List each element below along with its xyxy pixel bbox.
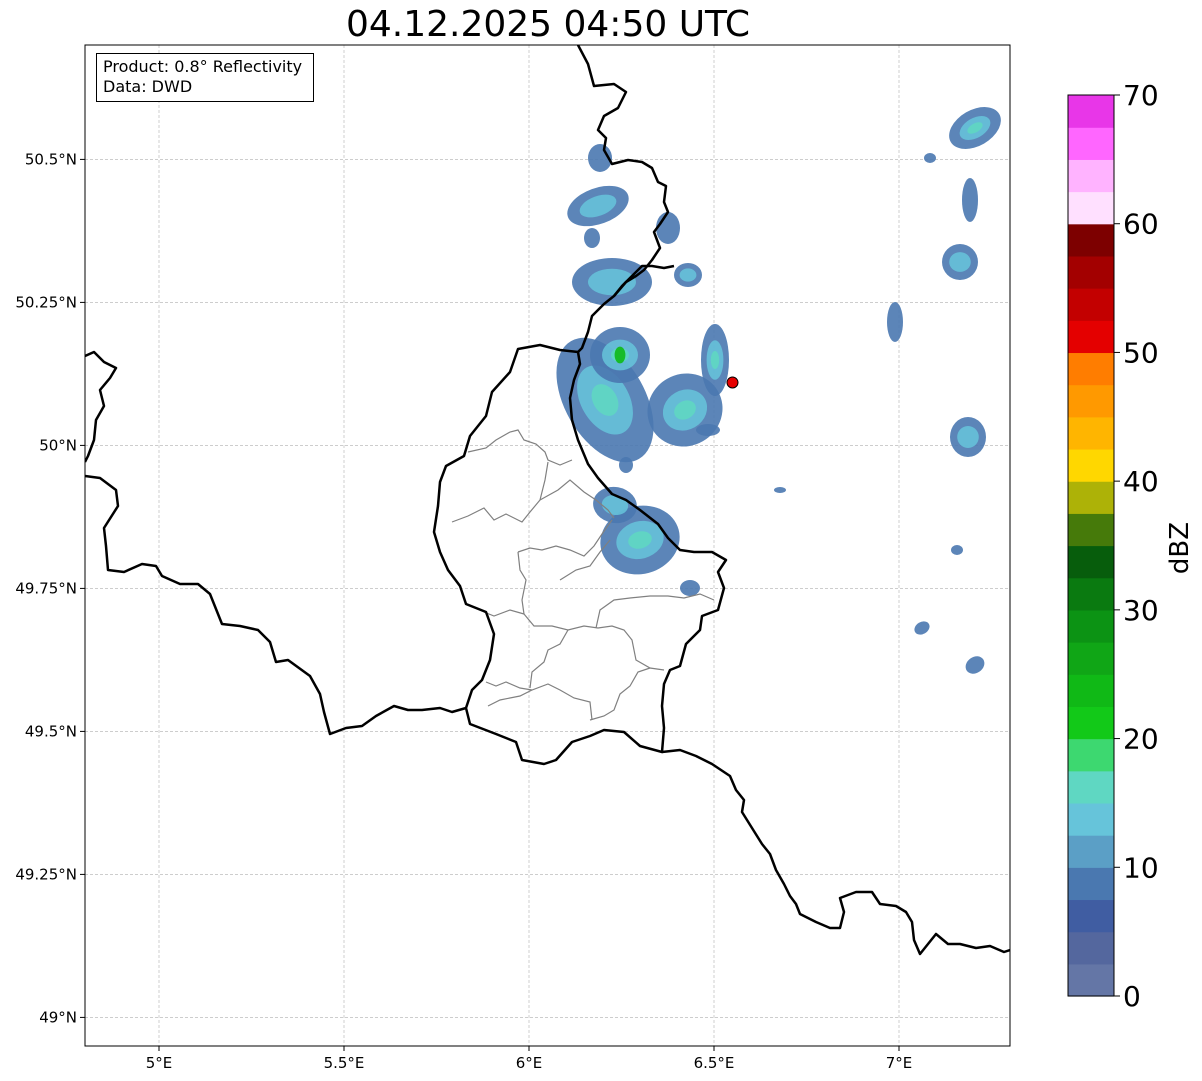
echo-cell <box>965 656 985 674</box>
location-marker[interactable] <box>726 376 739 389</box>
echo-cell <box>674 263 702 287</box>
y-tick-label: 49°N <box>39 1008 77 1026</box>
y-tick-label: 50.25°N <box>15 293 77 311</box>
echo-cell <box>942 244 978 280</box>
echo-cell <box>949 107 1001 149</box>
y-tick-label: 49.75°N <box>15 579 77 597</box>
admin-border-line <box>539 479 615 519</box>
echo-cell <box>701 324 729 396</box>
x-tick-label: 7°E <box>886 1054 913 1072</box>
echo-cell <box>887 302 903 342</box>
x-tick-label: 6.5°E <box>694 1054 735 1072</box>
echo-cell <box>572 258 652 306</box>
echo-cell <box>619 457 633 473</box>
admin-border-line <box>523 613 665 671</box>
country-borders <box>85 45 1010 956</box>
admin-border-line <box>517 519 613 557</box>
echo-cell <box>696 424 720 436</box>
admin-border-line <box>487 689 533 707</box>
border-luxembourg <box>432 343 728 766</box>
y-tick-label: 49.5°N <box>25 722 77 740</box>
echo-cell <box>950 417 986 457</box>
echo-cell <box>914 621 930 635</box>
admin-border-line <box>589 667 651 721</box>
echo-cell <box>962 178 978 222</box>
admin-borders <box>451 429 715 721</box>
admin-border-line <box>483 551 527 617</box>
admin-border-line <box>485 681 593 721</box>
admin-border-line <box>467 429 573 466</box>
echo-cell <box>774 487 786 493</box>
y-tick-label: 50°N <box>39 436 77 454</box>
admin-border-line <box>451 461 549 523</box>
echo-cell <box>584 228 600 248</box>
x-tick-label: 6°E <box>516 1054 543 1072</box>
x-axis-ticks: 5°E 5.5°E 6°E 6.5°E 7°E <box>146 1046 913 1072</box>
echo-cell <box>567 185 629 227</box>
info-product: Product: 0.8° Reflectivity <box>103 57 303 76</box>
echo-cell <box>680 580 700 596</box>
map-frame <box>84 44 1011 1047</box>
radar-echoes <box>556 107 1001 674</box>
map-background <box>85 45 1010 1046</box>
y-tick-label: 49.25°N <box>15 865 77 883</box>
info-box: Product: 0.8° Reflectivity Data: DWD <box>96 53 314 102</box>
y-axis-ticks: 50.5°N 50.25°N 50°N 49.75°N 49.5°N 49.25°N 49°… <box>15 150 85 1026</box>
x-tick-label: 5°E <box>146 1054 173 1072</box>
echo-cell <box>590 327 650 383</box>
echo-cell <box>924 153 936 163</box>
echo-cell <box>656 212 680 244</box>
gridlines <box>85 45 1010 1046</box>
border-germany-south <box>661 748 1010 956</box>
map-title: 04.12.2025 04:50 UTC <box>345 4 751 45</box>
border-germany-inner <box>613 264 675 297</box>
echo-cell <box>951 545 963 555</box>
border-belgium-france <box>85 474 467 736</box>
info-source: Data: DWD <box>103 77 193 96</box>
admin-border-line <box>559 539 611 581</box>
border-belgium-netherlands <box>85 350 118 463</box>
admin-border-line <box>595 593 715 629</box>
x-tick-label: 5.5°E <box>324 1054 365 1072</box>
y-tick-label: 50.5°N <box>25 150 77 168</box>
admin-border-line <box>529 629 569 689</box>
